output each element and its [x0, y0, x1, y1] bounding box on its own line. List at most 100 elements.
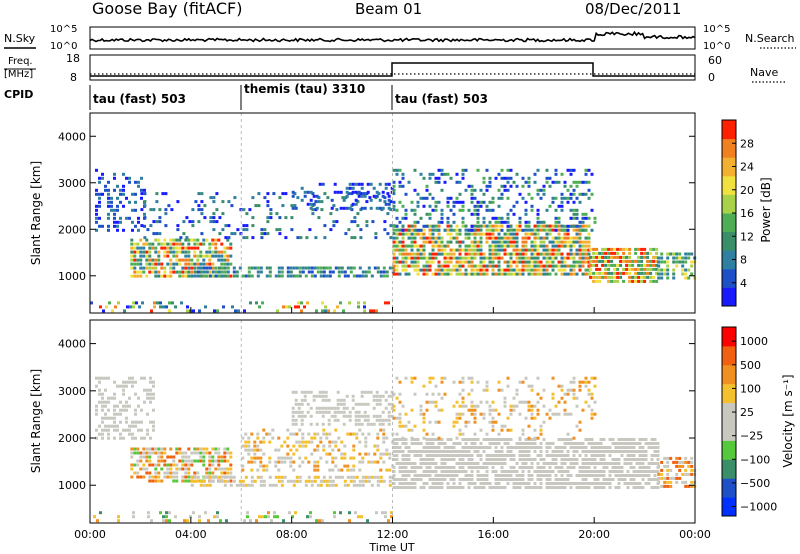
heatmap-cell: [509, 474, 513, 477]
heatmap-cell: [160, 246, 164, 250]
heatmap-cell: [298, 440, 302, 444]
heatmap-cell: [625, 247, 629, 251]
heatmap-cell: [527, 486, 531, 489]
heatmap-cell: [512, 408, 516, 412]
heatmap-cell: [533, 244, 537, 248]
heatmap-cell: [628, 271, 632, 275]
heatmap-cell: [446, 252, 450, 256]
heatmap-cell: [286, 436, 290, 440]
heatmap-cell: [255, 519, 258, 523]
heatmap-cell: [253, 266, 257, 270]
heatmap-cell: [116, 204, 119, 208]
heatmap-cell: [587, 388, 591, 392]
heatmap-cell: [266, 192, 270, 196]
heatmap-cell: [294, 206, 298, 210]
heatmap-cell: [644, 438, 648, 441]
heatmap-cell: [141, 301, 144, 305]
heatmap-cell: [587, 392, 591, 396]
heatmap-cell: [536, 232, 540, 236]
colorbar-segment: [722, 383, 736, 404]
heatmap-cell: [575, 424, 579, 428]
heatmap-cell: [488, 228, 492, 232]
heatmap-cell: [147, 511, 150, 515]
heatmap-cell: [407, 232, 411, 236]
heatmap-cell: [214, 242, 218, 246]
heatmap-cell: [233, 196, 237, 200]
heatmap-cell: [268, 456, 272, 460]
heatmap-cell: [369, 198, 373, 202]
heatmap-cell: [596, 450, 600, 453]
heatmap-cell: [637, 267, 641, 271]
heatmap-cell: [608, 486, 612, 489]
heatmap-cell: [95, 188, 98, 192]
heatmap-cell: [431, 442, 435, 445]
nsky-panel: N.Sky 10^5 10^0 10^5 10^0 N.Search: [4, 24, 796, 52]
heatmap-cell: [605, 462, 609, 465]
heatmap-cell: [596, 470, 600, 473]
heatmap-cell: [569, 236, 573, 240]
heatmap-cell: [382, 266, 386, 270]
heatmap-cell: [425, 268, 429, 272]
heatmap-cell: [416, 454, 420, 457]
heatmap-cell: [372, 309, 375, 313]
heatmap-cell: [619, 263, 623, 267]
heatmap-cell: [404, 474, 408, 477]
heatmap-cell: [300, 410, 304, 414]
heatmap-cell: [545, 252, 549, 256]
heatmap-cell: [419, 172, 423, 176]
heatmap-cell: [395, 208, 399, 212]
heatmap-cell: [259, 460, 263, 464]
heatmap-cell: [413, 424, 417, 428]
heatmap-cell: [590, 208, 594, 212]
heatmap-cell: [551, 224, 555, 228]
heatmap-cell: [226, 246, 230, 250]
heatmap-cell: [557, 478, 561, 481]
heatmap-cell: [401, 436, 405, 440]
heatmap-cell: [584, 450, 588, 453]
heatmap-cell: [172, 254, 176, 258]
heatmap-cell: [342, 406, 346, 410]
heatmap-cell: [515, 236, 519, 240]
heatmap-cell: [581, 220, 585, 224]
heatmap-cell: [422, 228, 426, 232]
heatmap-cell: [152, 208, 156, 212]
heatmap-cell: [232, 270, 236, 274]
heatmap-cell: [309, 198, 313, 202]
heatmap-cell: [581, 474, 585, 477]
heatmap-cell: [542, 404, 546, 408]
heatmap-cell: [542, 220, 546, 224]
heatmap-cell: [503, 240, 507, 244]
heatmap-cell: [536, 412, 540, 416]
heatmap-cell: [446, 264, 450, 268]
heatmap-cell: [98, 400, 101, 404]
heatmap-cell: [539, 188, 543, 192]
heatmap-cell: [157, 262, 161, 266]
heatmap-cell: [638, 446, 642, 449]
heatmap-cell: [300, 422, 304, 426]
heatmap-cell: [476, 244, 480, 248]
heatmap-cell: [641, 470, 645, 473]
heatmap-cell: [348, 186, 352, 190]
heatmap-cell: [208, 266, 212, 270]
heatmap-cell: [572, 454, 576, 457]
heatmap-cell: [527, 176, 531, 180]
heatmap-cell: [265, 274, 269, 278]
heatmap-cell: [494, 264, 498, 268]
heatmap-cell: [128, 180, 131, 184]
heatmap-cell: [461, 388, 465, 392]
heatmap-cell: [113, 208, 116, 212]
heatmap-cell: [357, 301, 360, 305]
heatmap-cell: [341, 196, 345, 200]
heatmap-cell: [461, 208, 465, 212]
heatmap-cell: [324, 406, 328, 410]
heatmap-cell: [440, 470, 444, 473]
heatmap-cell: [590, 470, 594, 473]
heatmap-cell: [352, 444, 356, 448]
heatmap-cell: [159, 511, 162, 515]
heatmap-cell: [605, 446, 609, 449]
heatmap-cell: [208, 254, 212, 258]
heatmap-cell: [152, 424, 155, 428]
heatmap-cell: [542, 474, 546, 477]
heatmap-cell: [145, 471, 149, 475]
heatmap-cell: [235, 274, 239, 278]
